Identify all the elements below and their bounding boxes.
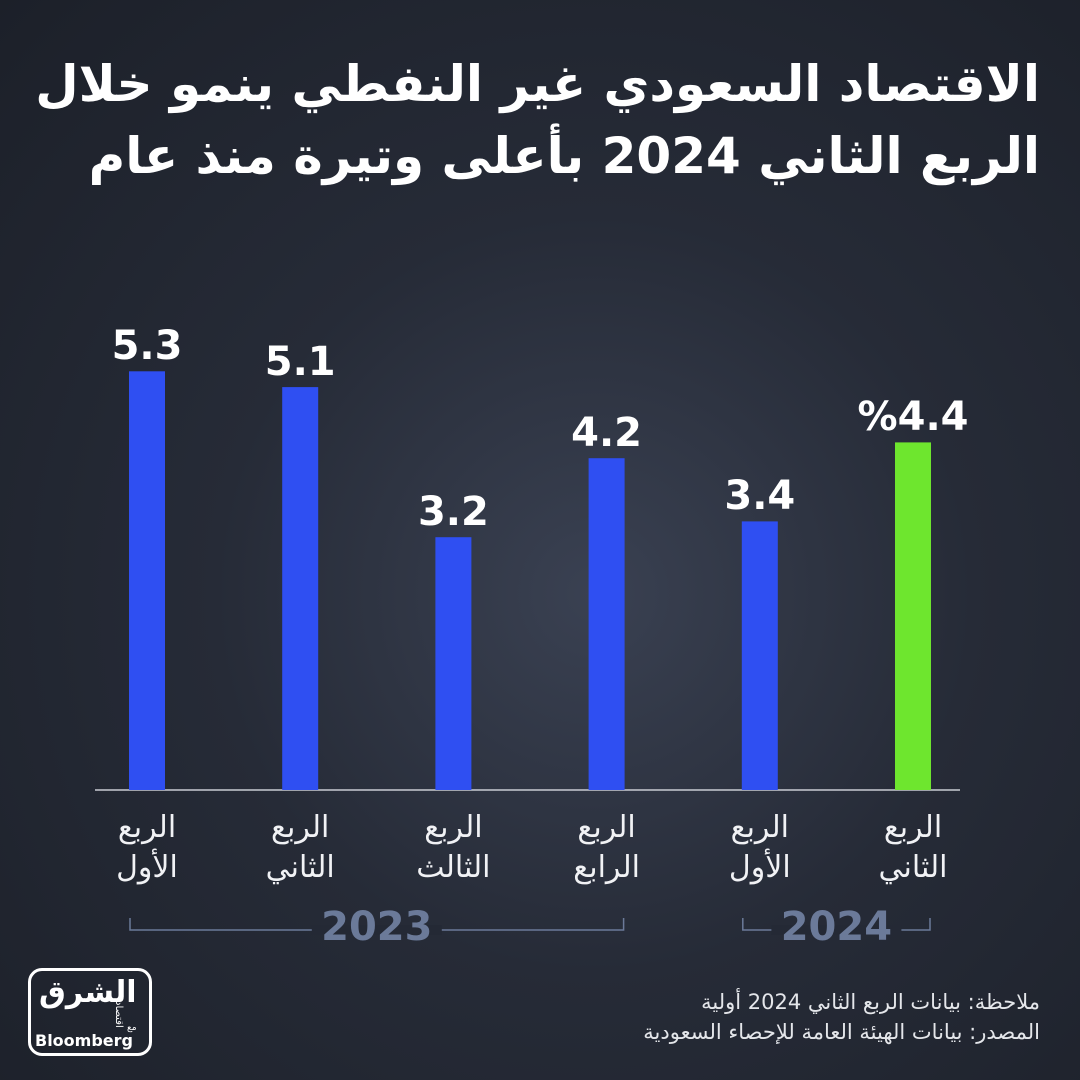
x-tick-label: الربع الثاني (878, 810, 948, 885)
value-label: 3.2 (417, 489, 489, 536)
logo: الشرق اقتصاد مع Bloomberg (28, 968, 152, 1056)
source: المصدر: بيانات الهيئة العامة للإحصاء الس… (643, 1020, 1040, 1044)
bar (741, 521, 778, 790)
value-label: 3.4 (724, 473, 796, 520)
logo-sub: اقتصاد (113, 1001, 124, 1028)
x-tick-label: الربع الأول (728, 810, 791, 885)
x-tick-label: الربع الرابع (573, 810, 640, 885)
logo-name: الشرق (39, 975, 137, 1010)
logo-partner: Bloomberg (35, 1031, 133, 1050)
x-tick-label: الربع الثالث (416, 810, 491, 885)
x-tick-label: الربع الأول (116, 810, 178, 885)
x-tick-label: الربع الثاني (265, 810, 335, 885)
group-label-gap (311, 925, 442, 935)
group-label: 2023 (321, 904, 433, 950)
bar (282, 387, 319, 790)
bar (895, 442, 931, 790)
note: ملاحظة: بيانات الربع الثاني 2024 أولية (701, 990, 1040, 1014)
value-label: %4.4 (857, 394, 969, 441)
bar (435, 537, 472, 790)
group-label-gap (771, 925, 902, 935)
logo-with: مع (127, 1023, 137, 1033)
bar (588, 458, 625, 790)
value-label: 5.3 (111, 323, 183, 370)
group-label: 2024 (780, 904, 893, 950)
value-label: 5.1 (264, 339, 336, 386)
bar (129, 371, 165, 790)
chart-title: الاقتصاد السعودي غير النفطي ينمو خلال ال… (35, 55, 1040, 185)
value-label: 4.2 (571, 410, 643, 457)
